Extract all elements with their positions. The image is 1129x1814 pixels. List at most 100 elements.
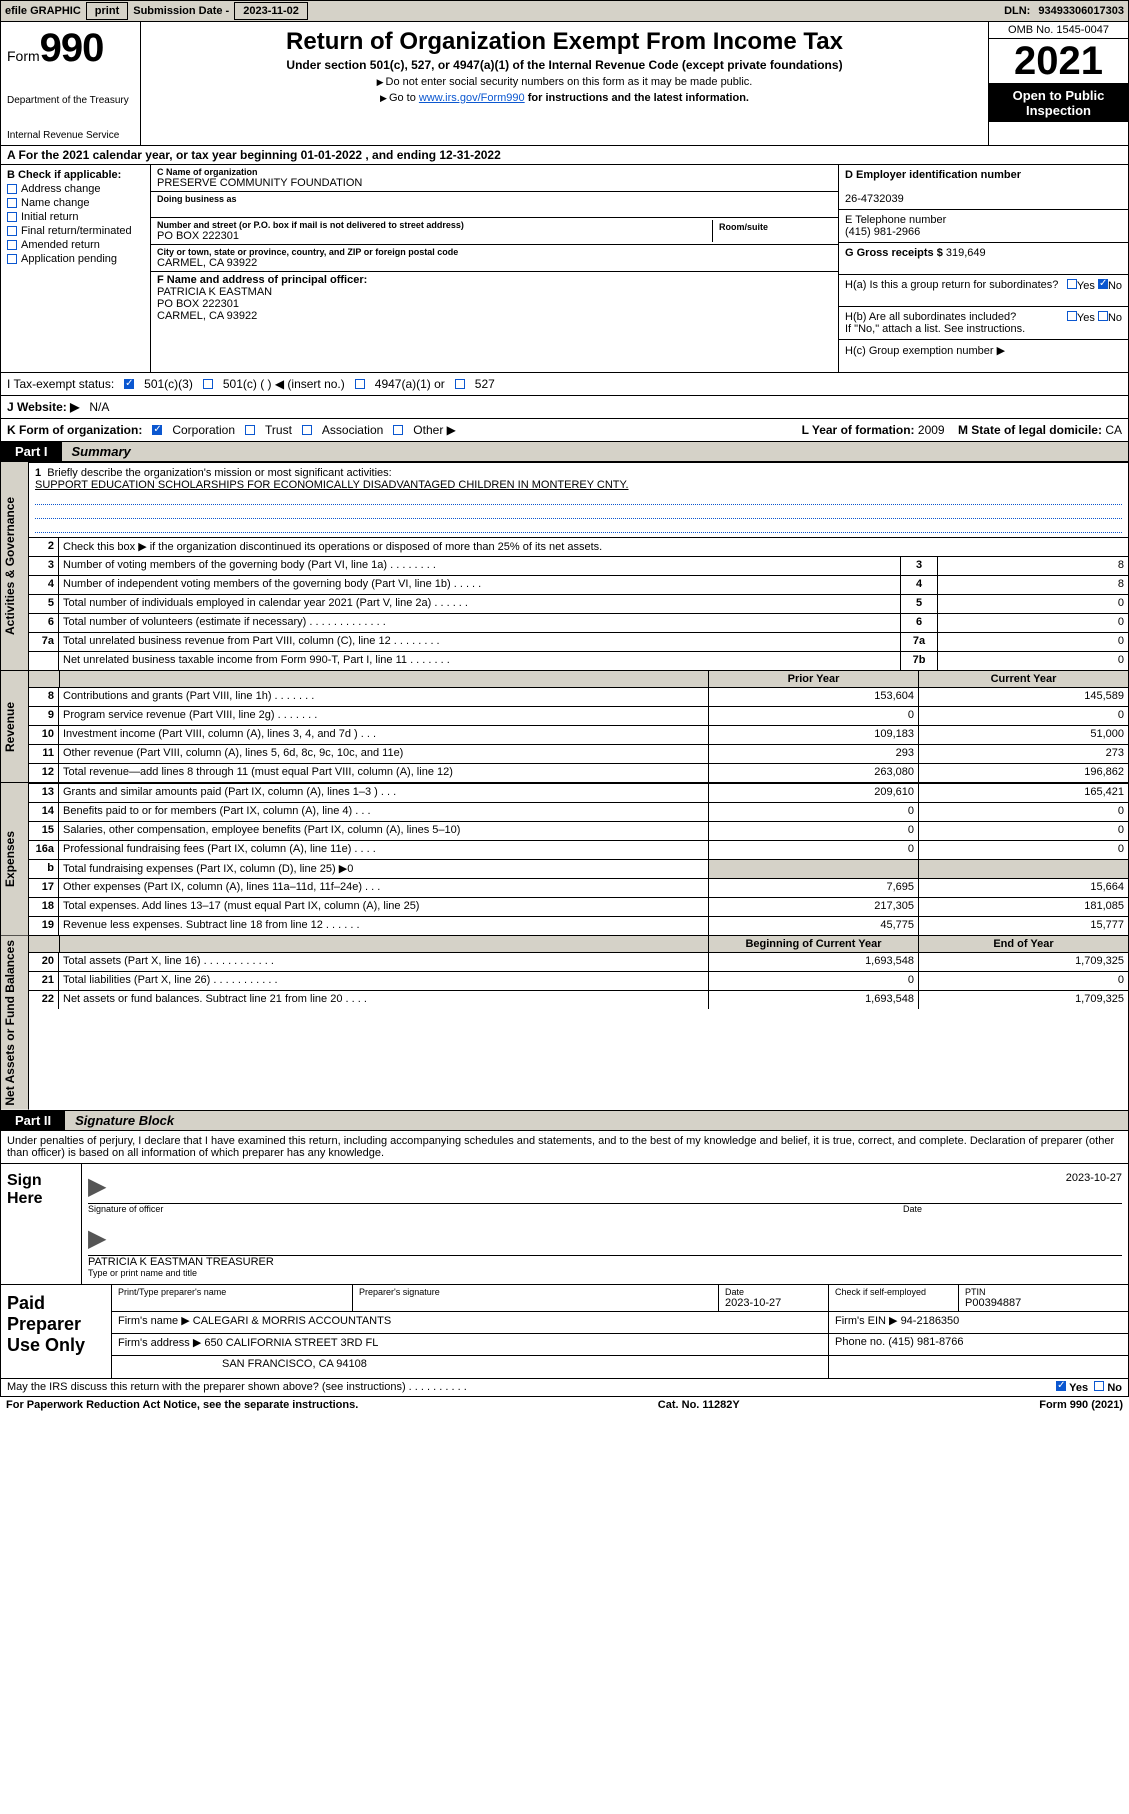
check-initial-return[interactable]: Initial return — [7, 211, 144, 223]
table-row: 19Revenue less expenses. Subtract line 1… — [29, 916, 1128, 935]
side-tab-netassets: Net Assets or Fund Balances — [1, 936, 29, 1110]
column-b-checks: B Check if applicable: Address change Na… — [1, 165, 151, 372]
suite-label: Room/suite — [719, 222, 826, 232]
firm-phone: (415) 981-8766 — [888, 1336, 963, 1348]
header-right: OMB No. 1545-0047 2021 Open to Public In… — [988, 22, 1128, 145]
firm-addr-label: Firm's address ▶ — [118, 1337, 201, 1349]
phone-label: E Telephone number — [845, 214, 946, 226]
part-i-pill: Part I — [1, 442, 62, 461]
dba-label: Doing business as — [157, 194, 832, 204]
check-application-pending[interactable]: Application pending — [7, 253, 144, 265]
part-i-header: Part I Summary — [0, 442, 1129, 462]
state-domicile: CA — [1105, 423, 1122, 437]
city-label: City or town, state or province, country… — [157, 247, 832, 257]
table-row: 22Net assets or fund balances. Subtract … — [29, 990, 1128, 1009]
side-tab-governance: Activities & Governance — [1, 462, 29, 670]
check-amended-return[interactable]: Amended return — [7, 239, 144, 251]
header-left: Form990 Department of the Treasury Inter… — [1, 22, 141, 145]
part-i-governance: Activities & Governance 1 Briefly descri… — [0, 462, 1129, 671]
ein-label: D Employer identification number — [845, 169, 1021, 181]
part-i-revenue: Revenue Prior Year Current Year 8Contrib… — [0, 671, 1129, 783]
table-row: 12Total revenue—add lines 8 through 11 (… — [29, 763, 1128, 782]
check-address-change[interactable]: Address change — [7, 183, 144, 195]
table-row: 21Total liabilities (Part X, line 26) . … — [29, 971, 1128, 990]
part-ii-pill: Part II — [1, 1111, 65, 1130]
side-tab-expenses: Expenses — [1, 783, 29, 935]
row-j-website: J Website: ▶ N/A — [0, 396, 1129, 419]
check-corporation[interactable] — [152, 425, 162, 435]
gross-label: G Gross receipts $ — [845, 247, 943, 259]
submission-date-label: Submission Date - — [129, 5, 233, 17]
part-i-expenses: Expenses 13Grants and similar amounts pa… — [0, 783, 1129, 936]
q1-label: Briefly describe the organization's miss… — [47, 467, 391, 479]
f-city: CARMEL, CA 93922 — [157, 310, 832, 322]
hb-note: If "No," attach a list. See instructions… — [845, 323, 1025, 335]
goto-suffix: for instructions and the latest informat… — [525, 92, 749, 104]
city-value: CARMEL, CA 93922 — [157, 257, 832, 269]
header-mid: Return of Organization Exempt From Incom… — [141, 22, 988, 145]
check-final-return[interactable]: Final return/terminated — [7, 225, 144, 237]
hdr-prior-year: Prior Year — [708, 671, 918, 687]
check-4947[interactable] — [355, 379, 365, 389]
table-row: 4Number of independent voting members of… — [29, 575, 1128, 594]
irs-link[interactable]: www.irs.gov/Form990 — [419, 92, 525, 104]
perjury-disclaimer: Under penalties of perjury, I declare th… — [1, 1131, 1128, 1163]
type-name-label: Type or print name and title — [88, 1268, 1122, 1278]
row-i-taxstatus: I Tax-exempt status: 501(c)(3) 501(c) ( … — [0, 373, 1129, 396]
check-501c[interactable] — [203, 379, 213, 389]
table-row: 9Program service revenue (Part VIII, lin… — [29, 706, 1128, 725]
tax-year: 2021 — [989, 39, 1128, 84]
side-tab-revenue: Revenue — [1, 671, 29, 782]
table-row: 11Other revenue (Part VIII, column (A), … — [29, 744, 1128, 763]
pra-notice: For Paperwork Reduction Act Notice, see … — [6, 1399, 358, 1411]
sign-here-label: Sign Here — [1, 1163, 81, 1284]
print-button[interactable]: print — [86, 2, 128, 20]
firm-ein: 94-2186350 — [901, 1315, 960, 1327]
submission-date-value[interactable]: 2023-11-02 — [234, 2, 308, 20]
open-public: Open to Public Inspection — [989, 84, 1128, 122]
part-ii-header: Part II Signature Block — [0, 1111, 1129, 1131]
dln-label: DLN: — [1000, 5, 1034, 17]
m-label: M State of legal domicile: — [958, 423, 1102, 437]
prep-sig-hdr: Preparer's signature — [359, 1287, 712, 1297]
check-501c3[interactable] — [124, 379, 134, 389]
form-ref: Form 990 (2021) — [1039, 1399, 1123, 1411]
top-toolbar: efile GRAPHIC print Submission Date - 20… — [0, 0, 1129, 22]
may-irs-question: May the IRS discuss this return with the… — [7, 1381, 467, 1394]
form-word: Form — [7, 48, 40, 64]
dept-treasury: Department of the Treasury — [7, 95, 134, 106]
goto-prefix: Go to — [380, 92, 419, 104]
table-row: 15Salaries, other compensation, employee… — [29, 821, 1128, 840]
part-i-subtitle: Summary — [62, 442, 1128, 461]
may-irs-yes-check[interactable] — [1056, 1381, 1066, 1391]
hdr-beginning-year: Beginning of Current Year — [708, 936, 918, 952]
check-other[interactable] — [393, 425, 403, 435]
phone-value: (415) 981-2966 — [845, 226, 920, 238]
table-row: 10Investment income (Part VIII, column (… — [29, 725, 1128, 744]
hc-label: H(c) Group exemption number ▶ — [845, 345, 1005, 357]
org-name: PRESERVE COMMUNITY FOUNDATION — [157, 177, 832, 189]
subtitle-ssn: Do not enter social security numbers on … — [147, 76, 982, 88]
check-527[interactable] — [455, 379, 465, 389]
prep-date: 2023-10-27 — [725, 1297, 781, 1309]
paid-preparer-block: Paid Preparer Use Only Print/Type prepar… — [0, 1285, 1129, 1379]
may-irs-discuss: May the IRS discuss this return with the… — [0, 1379, 1129, 1397]
paid-preparer-label: Paid Preparer Use Only — [1, 1285, 111, 1378]
gross-value: 319,649 — [946, 247, 986, 259]
check-name-change[interactable]: Name change — [7, 197, 144, 209]
k-label: K Form of organization: — [7, 423, 142, 437]
firm-phone-label: Phone no. — [835, 1336, 885, 1348]
firm-name-label: Firm's name ▶ — [118, 1315, 190, 1327]
check-association[interactable] — [302, 425, 312, 435]
table-row: 6Total number of volunteers (estimate if… — [29, 613, 1128, 632]
c-name-label: C Name of organization — [157, 167, 832, 177]
signature-block: Under penalties of perjury, I declare th… — [0, 1131, 1129, 1285]
efile-label: efile GRAPHIC — [1, 5, 85, 17]
ptin-value: P00394887 — [965, 1297, 1021, 1309]
check-trust[interactable] — [245, 425, 255, 435]
l-label: L Year of formation: — [802, 423, 915, 437]
hb-label: H(b) Are all subordinates included? — [845, 311, 1016, 323]
prep-ptin-hdr: PTIN — [965, 1287, 1122, 1297]
may-irs-no-check[interactable] — [1094, 1381, 1104, 1391]
irs-label: Internal Revenue Service — [7, 130, 134, 141]
